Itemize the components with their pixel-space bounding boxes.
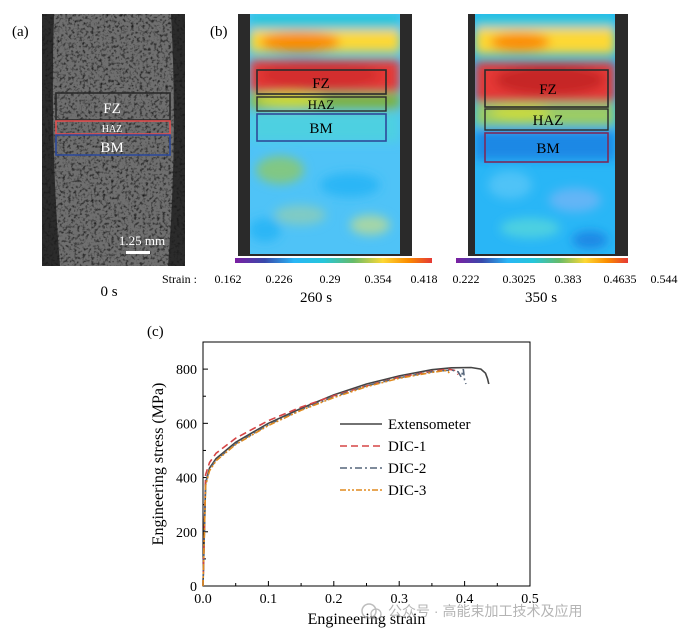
- series-line-2: [202, 368, 459, 587]
- fz-box-a: [55, 92, 171, 121]
- y-tick-label: 600: [176, 417, 197, 432]
- x-tick-label: 0.0: [194, 592, 212, 607]
- bm-box-b1: [256, 113, 387, 142]
- cb1-tick-3: 0.354: [365, 272, 392, 286]
- time-a: 0 s: [100, 284, 117, 300]
- time-b1: 260 s: [300, 290, 332, 306]
- series-line-3: [202, 368, 467, 587]
- x-tick-label: 0.3: [390, 592, 408, 607]
- panel-b1: (b): [162, 14, 438, 306]
- bm-label-b1: BM: [309, 121, 332, 137]
- legend-label-2: DIC-1: [388, 439, 426, 455]
- legend-label-4: DIC-3: [388, 483, 426, 499]
- series-line-1: [202, 366, 490, 587]
- x-tick-label: 0.1: [260, 592, 278, 607]
- cb1-tick-2: 0.29: [320, 272, 341, 286]
- bm-label-a: BM: [100, 140, 123, 156]
- panel-a-label: (a): [12, 24, 29, 40]
- panel-b-label: (b): [210, 24, 228, 40]
- y-axis-title: Engineering stress (MPa): [150, 383, 167, 546]
- strain-map-260s: [238, 14, 412, 256]
- cb1-tick-1: 0.226: [266, 272, 293, 286]
- haz-label-b2: HAZ: [533, 113, 564, 129]
- haz-box-b2: [484, 108, 609, 131]
- x-axis-title: Engineering strain: [308, 611, 426, 628]
- haz-box-a: [55, 120, 171, 135]
- cb2-tick-0: 0.222: [453, 272, 480, 286]
- cb2-tick-4: 0.544: [651, 272, 678, 286]
- haz-label-b1: HAZ: [308, 97, 335, 112]
- fz-box-b2: [484, 69, 609, 108]
- bm-label-b2: BM: [536, 141, 559, 157]
- fz-label-b1: FZ: [312, 76, 330, 92]
- panel-a: (a) FZ HAZ BM 1.25 mm 0 s: [12, 14, 185, 300]
- fz-label-b2: FZ: [539, 82, 557, 98]
- x-tick-label: 0.2: [325, 592, 343, 607]
- scale-bar-label: 1.25 mm: [119, 233, 165, 248]
- x-tick-label: 0.4: [456, 592, 474, 607]
- colorbar-350s: [456, 258, 628, 263]
- legend-label-1: Extensometer: [388, 417, 470, 433]
- y-tick-label: 200: [176, 526, 197, 541]
- panel-c: (c) 0.0 0.1 0.2 0.3 0.4 0.5 0 200 400 600 800 Engin…: [147, 324, 539, 628]
- colorbar-260s: [235, 258, 432, 263]
- cb1-tick-4: 0.418: [411, 272, 438, 286]
- plot-frame: [202, 341, 531, 587]
- cb2-tick-2: 0.383: [555, 272, 582, 286]
- cb2-tick-3: 0.4635: [604, 272, 637, 286]
- panel-c-label: (c): [147, 324, 164, 340]
- watermark: 公众号 · 高能束加工技术及应用: [361, 603, 582, 620]
- bm-box-b2: [484, 132, 609, 163]
- panel-b2: FZ HAZ BM 0.222 0.3025 0.383 0.4635 0.54…: [453, 14, 678, 306]
- bm-box-a: [55, 134, 171, 156]
- haz-label-a: HAZ: [102, 124, 123, 135]
- time-b2: 350 s: [525, 290, 557, 306]
- cb2-tick-1: 0.3025: [503, 272, 536, 286]
- specimen-image-a: [42, 14, 185, 266]
- stress-strain-chart: 0.0 0.1 0.2 0.3 0.4 0.5 0 200 400 600 800 Engineeri…: [150, 341, 539, 628]
- haz-box-b1: [256, 96, 387, 112]
- y-tick-label: 0: [190, 580, 197, 595]
- watermark-text: 公众号 · 高能束加工技术及应用: [388, 603, 582, 619]
- y-tick-label: 800: [176, 363, 197, 378]
- strain-map-350s: [468, 14, 628, 256]
- x-tick-label: 0.5: [521, 592, 539, 607]
- y-tick-label: 400: [176, 472, 197, 487]
- fz-label-a: FZ: [103, 101, 121, 117]
- scale-bar: [126, 251, 150, 254]
- series-line-4: [202, 369, 451, 587]
- fz-box-b1: [256, 69, 387, 95]
- cb1-tick-0: 0.162: [215, 272, 242, 286]
- colorbar-title: Strain :: [162, 272, 197, 286]
- wechat-icon: [361, 603, 377, 619]
- legend-label-3: DIC-2: [388, 461, 426, 477]
